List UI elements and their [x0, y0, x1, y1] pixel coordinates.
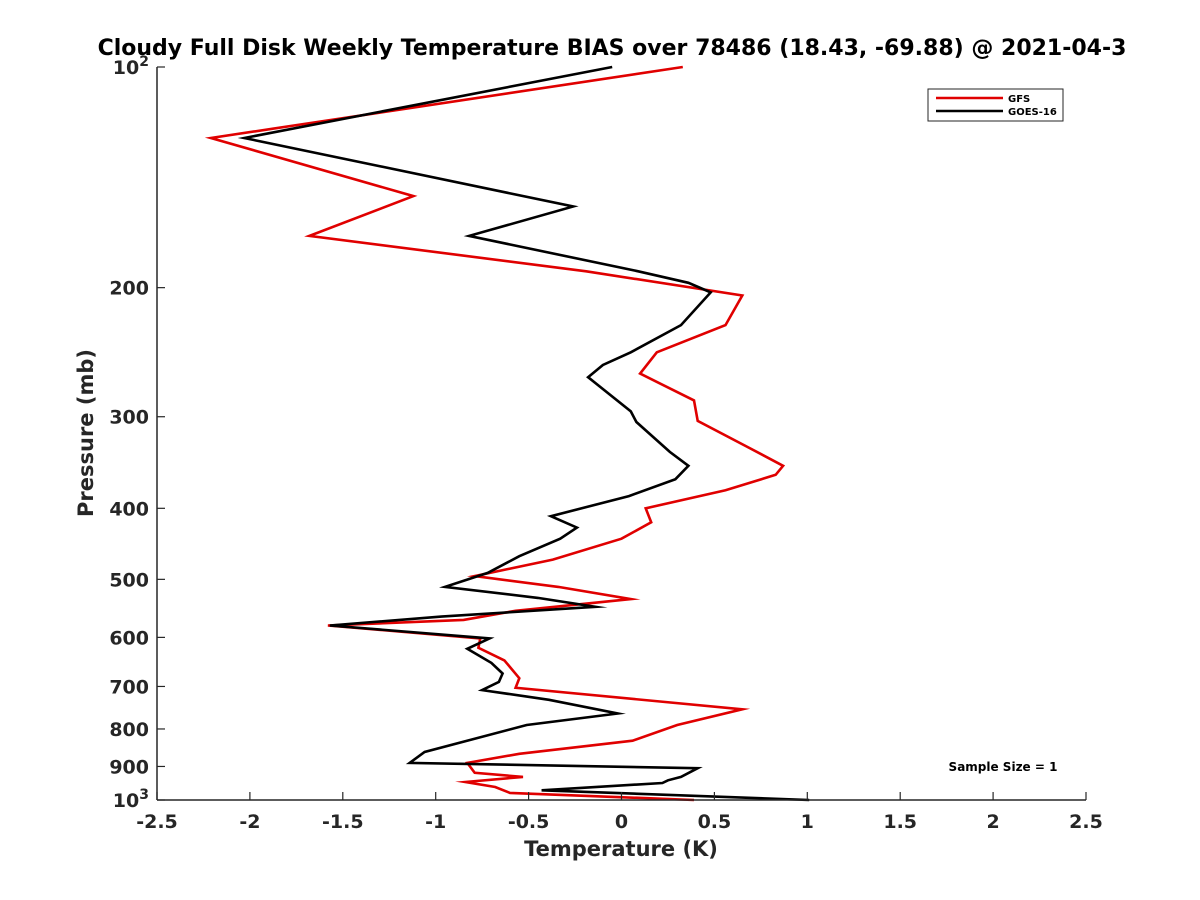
x-tick-label: -1 — [425, 811, 446, 833]
plot-area — [156, 65, 1086, 802]
y-tick-label: 500 — [109, 569, 149, 591]
sample-size-annotation: Sample Size = 1 — [949, 760, 1058, 774]
series-line-gfs — [204, 65, 786, 802]
chart-title: Cloudy Full Disk Weekly Temperature BIAS… — [98, 36, 1127, 61]
y-tick-label: 700 — [109, 676, 149, 698]
x-tick-label: -1.5 — [322, 811, 364, 833]
x-tick-label: 2 — [986, 811, 999, 833]
y-tick-label: 102 — [113, 54, 149, 79]
y-tick-label: 300 — [109, 407, 149, 429]
x-tick-label: 1 — [801, 811, 814, 833]
plot-background — [157, 67, 1086, 800]
y-tick-label: 400 — [109, 498, 149, 520]
x-tick-label: -2.5 — [136, 811, 178, 833]
y-tick-label: 200 — [109, 278, 149, 300]
x-tick-label: 0 — [615, 811, 628, 833]
x-tick-label: -2 — [239, 811, 260, 833]
x-tick-label: -0.5 — [508, 811, 550, 833]
legend-label-gfs: GFS — [1008, 94, 1030, 105]
x-axis-label: Temperature (K) — [524, 837, 718, 861]
series-layer — [204, 65, 810, 802]
y-tick-label: 600 — [109, 627, 149, 649]
legend-box — [927, 88, 1064, 122]
x-tick-label: 1.5 — [883, 811, 917, 833]
y-axis-ticks: 102 200 300 400 500 600 700 800 900 103 — [109, 54, 165, 812]
x-axis-ticks: -2.5 -2 -1.5 -1 -0.5 0 0.5 1 1.5 2 2.5 — [136, 792, 1103, 833]
y-axis-label: Pressure (mb) — [74, 349, 98, 517]
legend-label-goes16: GOES-16 — [1008, 107, 1057, 118]
series-line-goes16 — [237, 65, 810, 802]
y-tick-label: 103 — [113, 787, 149, 812]
y-tick-label: 900 — [109, 756, 149, 778]
x-tick-label: 2.5 — [1069, 811, 1103, 833]
x-tick-label: 0.5 — [698, 811, 732, 833]
legend: GFS GOES-16 — [927, 88, 1064, 122]
y-tick-label: 800 — [109, 719, 149, 741]
